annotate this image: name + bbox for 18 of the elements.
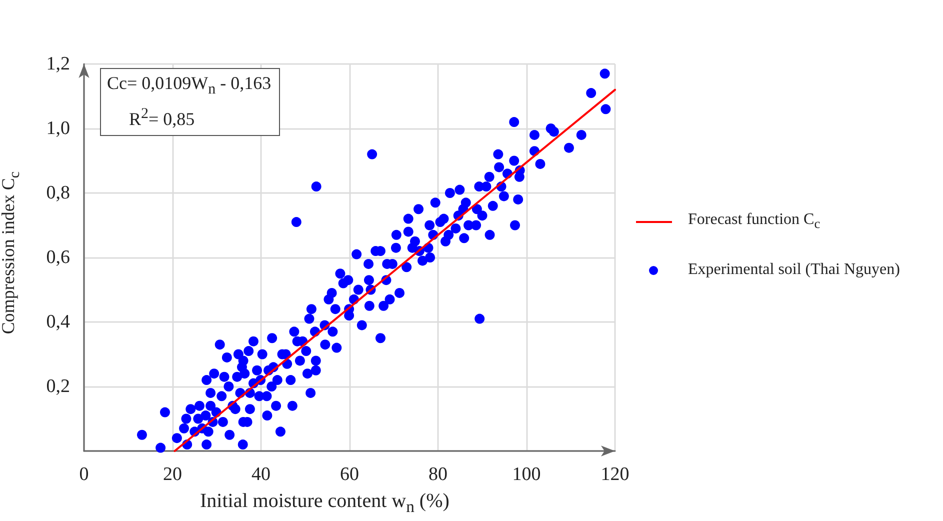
y-tick-label: 1,2 xyxy=(46,54,70,74)
legend-label: Forecast function C$_{c}$ xyxy=(688,211,820,233)
annotation: Cc= 0,0109W$_{n}$ - 0,163 xyxy=(107,72,272,100)
y-tick-label: 0,6 xyxy=(46,247,70,268)
y-tick-label: 1,0 xyxy=(46,118,70,139)
x-tick-label: 20 xyxy=(163,464,182,485)
annotation: R$^{2}$= 0,85 xyxy=(128,104,196,131)
y-tick-label: 0,8 xyxy=(46,182,70,204)
x-tick-label: 100 xyxy=(512,464,541,485)
legend-label: Experimental soil (Thai Nguyen) xyxy=(688,261,900,279)
x-tick-label: 60 xyxy=(340,464,359,485)
x-tick-label: 40 xyxy=(252,464,270,485)
x-tick-label: 0 xyxy=(79,464,89,485)
y-tick-label: 0,2 xyxy=(46,376,70,397)
x-tick-label: 80 xyxy=(428,464,448,485)
y-tick-label: 0,4 xyxy=(46,312,70,332)
x-tick-label: 120 xyxy=(600,464,630,485)
x-axis-title: Initial moisture content w$_{n}$ (%) xyxy=(200,490,450,517)
